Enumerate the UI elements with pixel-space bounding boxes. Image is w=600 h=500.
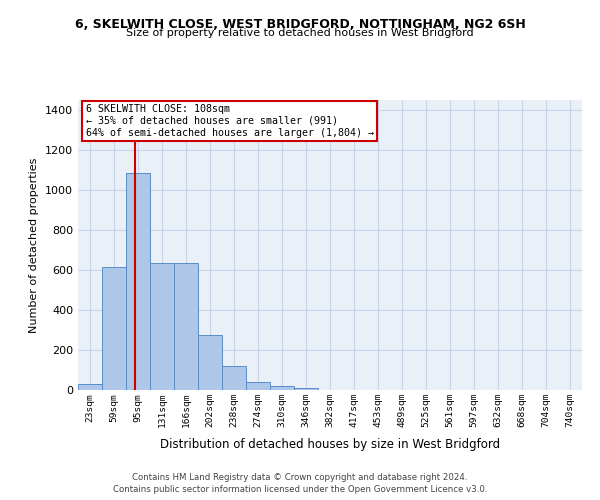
Bar [102,267,126,390]
Bar [198,335,222,390]
Bar [126,173,150,390]
Text: Contains public sector information licensed under the Open Government Licence v3: Contains public sector information licen… [113,485,487,494]
Text: 6, SKELWITH CLOSE, WEST BRIDGFORD, NOTTINGHAM, NG2 6SH: 6, SKELWITH CLOSE, WEST BRIDGFORD, NOTTI… [74,18,526,30]
Text: Size of property relative to detached houses in West Bridgford: Size of property relative to detached ho… [126,28,474,38]
Bar [270,386,294,390]
Bar [294,388,318,390]
Bar [78,384,102,390]
Text: 6 SKELWITH CLOSE: 108sqm
← 35% of detached houses are smaller (991)
64% of semi-: 6 SKELWITH CLOSE: 108sqm ← 35% of detach… [86,104,374,138]
Bar [246,382,270,390]
Text: Contains HM Land Registry data © Crown copyright and database right 2024.: Contains HM Land Registry data © Crown c… [132,472,468,482]
Bar [222,366,246,390]
Bar [150,263,174,390]
X-axis label: Distribution of detached houses by size in West Bridgford: Distribution of detached houses by size … [160,438,500,452]
Y-axis label: Number of detached properties: Number of detached properties [29,158,40,332]
Bar [174,263,198,390]
